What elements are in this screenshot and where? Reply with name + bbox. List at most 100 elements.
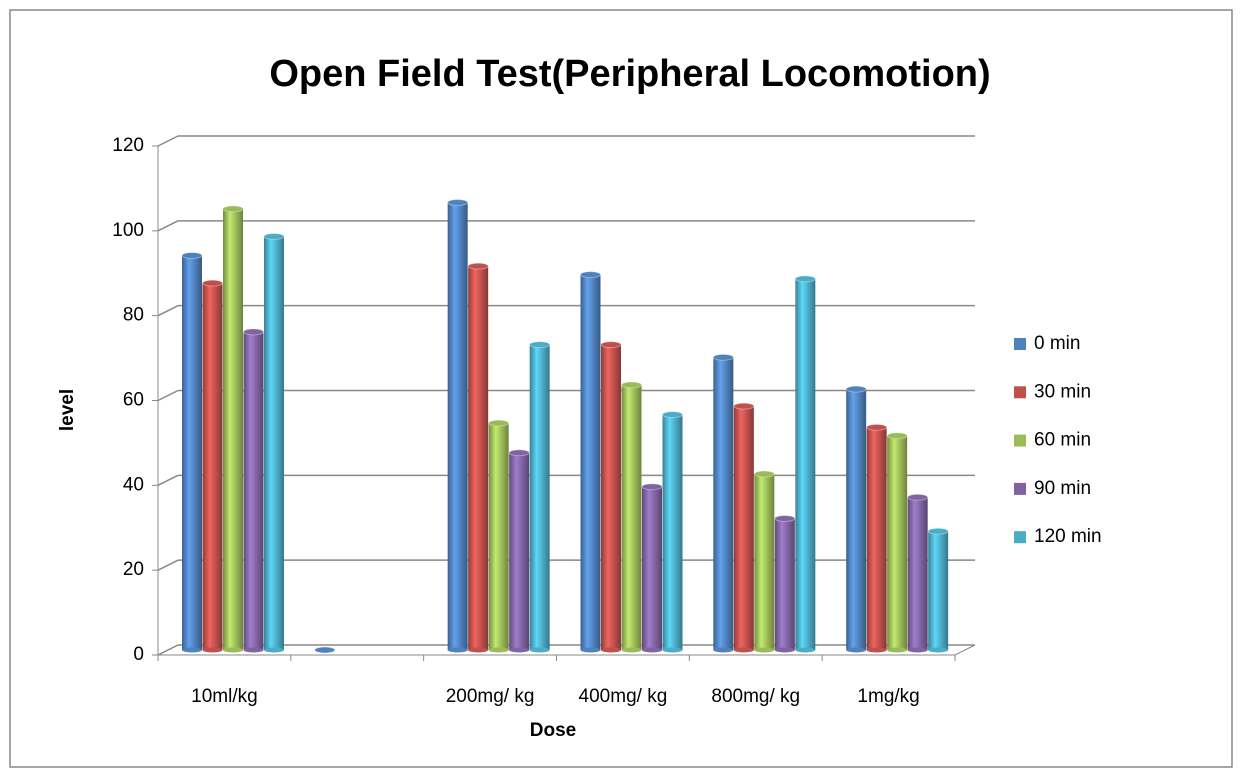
- bar: [601, 344, 621, 650]
- bar: [243, 331, 264, 650]
- bar-base: [887, 647, 908, 653]
- grid-line-depth: [157, 474, 179, 487]
- y-tick-label: 20: [123, 559, 144, 580]
- bar: [774, 518, 795, 650]
- bar-cap: [927, 527, 949, 535]
- grid-line-depth: [157, 220, 179, 232]
- bar-base: [621, 647, 642, 653]
- bar: [223, 208, 243, 650]
- bar-base: [468, 647, 489, 653]
- y-axis-title: level: [57, 389, 78, 431]
- grid-line-depth: [157, 135, 179, 147]
- legend-swatch: [1014, 482, 1026, 495]
- bar: [733, 406, 754, 650]
- bar-base: [447, 647, 468, 653]
- bar-cap: [794, 275, 816, 283]
- bar-base: [243, 647, 264, 653]
- bar-base: [713, 647, 734, 653]
- bar-cap: [753, 470, 775, 478]
- bar-cap: [222, 205, 244, 213]
- bar-cap: [774, 515, 796, 523]
- bar-cap: [243, 328, 264, 336]
- bar: [928, 531, 949, 650]
- bar: [509, 452, 530, 650]
- bar-base: [264, 647, 284, 653]
- bar: [264, 236, 284, 650]
- grid-line-depth: [157, 304, 179, 317]
- bar: [182, 255, 202, 650]
- bar-base: [509, 647, 530, 653]
- bar: [795, 278, 816, 650]
- y-tick-label: 0: [133, 644, 144, 665]
- bar: [529, 344, 550, 650]
- bar-base: [928, 647, 949, 653]
- legend-label: 0 min: [1034, 333, 1080, 354]
- bar-cap: [447, 199, 469, 207]
- bar-cap: [467, 262, 489, 270]
- bar-base: [733, 647, 754, 653]
- bar-base: [907, 647, 928, 653]
- legend-swatch: [1014, 338, 1026, 350]
- bar-cap: [314, 646, 336, 654]
- bar-cap: [907, 493, 929, 501]
- bar-cap: [600, 341, 622, 349]
- legend-swatch: [1014, 531, 1026, 544]
- legend-label: 60 min: [1034, 430, 1091, 451]
- bar-base: [662, 647, 683, 653]
- bar-cap: [621, 381, 642, 389]
- bar-base: [580, 647, 601, 653]
- bar-cap: [181, 252, 203, 260]
- x-tick-label: 400mg/ kg: [579, 686, 668, 707]
- bar-base: [754, 647, 775, 653]
- bar: [846, 389, 867, 650]
- bar: [713, 357, 734, 650]
- bar-base: [182, 647, 202, 653]
- legend-label: 120 min: [1034, 526, 1102, 547]
- bar-cap: [580, 271, 601, 279]
- bar-cap: [845, 385, 867, 393]
- bar-base: [774, 647, 795, 653]
- bar: [202, 283, 223, 650]
- legend-label: 90 min: [1034, 478, 1091, 499]
- x-tick-label: 200mg/ kg: [446, 686, 535, 707]
- bar: [662, 414, 683, 650]
- bar-base: [846, 647, 867, 653]
- y-tick-label: 60: [123, 390, 144, 411]
- bar-cap: [662, 411, 683, 419]
- y-tick-label: 80: [123, 305, 144, 326]
- legend-swatch: [1014, 386, 1026, 399]
- bar-base: [202, 647, 223, 653]
- bar: [468, 266, 489, 650]
- bar-base: [866, 647, 887, 653]
- grid-line-depth: [157, 559, 179, 571]
- bar: [907, 497, 928, 650]
- x-tick-label: 1mg/kg: [857, 686, 919, 707]
- x-tick-label: 800mg/ kg: [711, 686, 800, 707]
- bar-base: [795, 647, 816, 653]
- bar-cap: [886, 432, 908, 440]
- grid-line-depth: [157, 644, 179, 656]
- legend-swatch: [1014, 434, 1026, 447]
- bar-base: [223, 647, 243, 653]
- grid-line-depth: [157, 389, 179, 402]
- bar-cap: [508, 449, 530, 457]
- bar-base: [601, 647, 621, 653]
- bar-base: [529, 647, 550, 653]
- bar: [866, 427, 887, 650]
- bar-cap: [529, 341, 551, 349]
- bar: [580, 274, 601, 650]
- bar-cap: [202, 279, 223, 287]
- bar: [642, 486, 662, 650]
- y-tick-label: 120: [112, 135, 144, 156]
- y-tick-label: 100: [112, 220, 144, 241]
- bar-cap: [733, 402, 755, 410]
- bar: [754, 473, 775, 650]
- bar-base: [488, 647, 509, 653]
- bar: [621, 384, 642, 650]
- x-axis-title: Dose: [530, 720, 576, 741]
- bar-cap: [488, 419, 510, 427]
- bar: [488, 423, 509, 650]
- chart-title: Open Field Test(Peripheral Locomotion): [269, 53, 990, 95]
- y-tick-label: 40: [123, 474, 144, 495]
